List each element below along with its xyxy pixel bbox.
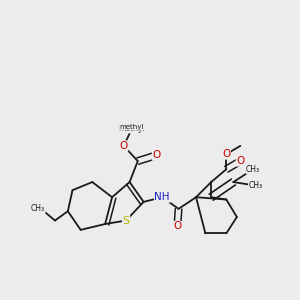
Text: NH: NH: [154, 192, 170, 202]
Text: O: O: [236, 156, 244, 166]
Text: S: S: [122, 215, 130, 226]
Text: O: O: [173, 221, 181, 231]
Text: O: O: [222, 149, 230, 159]
Text: O: O: [152, 150, 160, 160]
Text: O: O: [120, 141, 128, 151]
Text: CH₃: CH₃: [31, 204, 45, 213]
Text: CH₃: CH₃: [248, 181, 262, 190]
Text: methyl: methyl: [120, 124, 144, 130]
Text: methyl: methyl: [118, 124, 145, 133]
Text: CH₃: CH₃: [246, 165, 260, 174]
